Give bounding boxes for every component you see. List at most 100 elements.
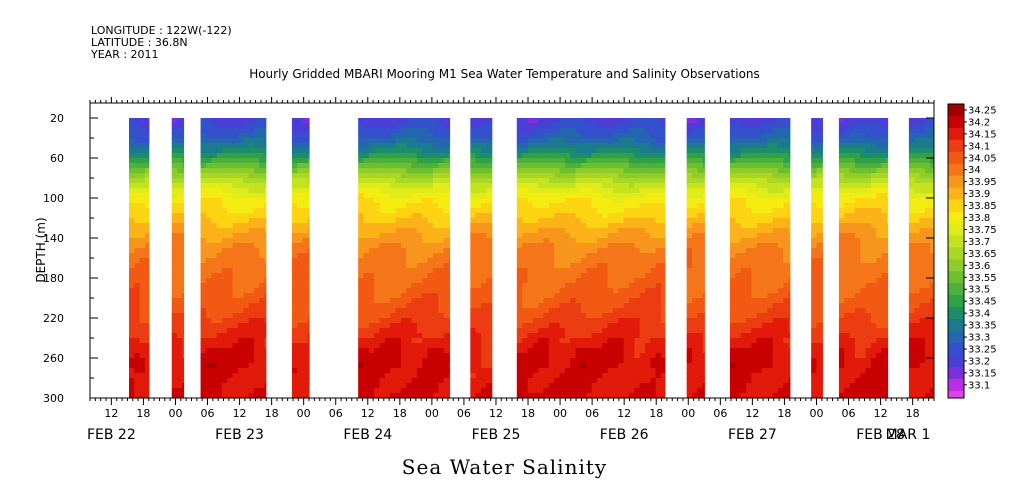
heatmap-cell [302,328,309,334]
heatmap-cell [379,248,386,254]
heatmap-cell [772,188,779,194]
heatmap-cell [475,313,482,319]
heatmap-cell [205,253,212,259]
heatmap-cell [232,163,239,169]
heatmap-cell [379,298,386,304]
heatmap-cell [570,383,577,389]
heatmap-cell [406,343,413,349]
heatmap-cell [554,278,561,284]
heatmap-cell [570,128,577,134]
heatmap-cell [253,383,260,389]
heatmap-cell [591,148,598,154]
heatmap-cell [650,163,657,169]
heatmap-cell [307,138,310,144]
heatmap-cell [623,288,630,294]
heatmap-cell [422,158,429,164]
heatmap-cell [481,363,487,369]
heatmap-cell [145,218,150,224]
heatmap-cell [516,228,523,234]
heatmap-cell [580,283,587,289]
heatmap-cell [237,388,244,394]
heatmap-cell [259,388,266,394]
heatmap-cell [697,268,704,274]
heatmap-cell [686,183,693,189]
heatmap-cell [751,283,758,289]
heatmap-cell [395,123,402,129]
heatmap-cell [171,253,178,259]
heatmap-cell [297,323,304,329]
heatmap-cell [259,393,266,398]
heatmap-cell [612,123,619,129]
heatmap-cell [307,268,310,274]
heatmap-cell [128,273,135,279]
heatmap-cell [548,198,555,204]
heatmap-cell [216,383,223,389]
heatmap-cell [171,378,178,384]
heatmap-cell [596,118,603,124]
heatmap-cell [384,293,391,299]
heatmap-cell [756,388,763,394]
heatmap-cell [291,328,298,334]
heatmap-cell [645,158,651,164]
heatmap-cell [443,173,450,179]
heatmap-cell [232,183,239,189]
heatmap-cell [650,353,657,359]
heatmap-cell [221,318,228,324]
heatmap-cell [171,153,178,159]
heatmap-cell [548,248,555,254]
heatmap-cell [639,378,646,384]
heatmap-cell [751,248,758,254]
heatmap-cell [432,143,439,149]
heatmap-cell [628,303,635,309]
heatmap-cell [406,298,413,304]
heatmap-cell [628,203,635,209]
heatmap-cell [200,148,207,154]
heatmap-cell [363,238,370,244]
heatmap-cell [427,148,434,154]
heatmap-cell [532,353,539,359]
heatmap-cell [756,223,763,229]
heatmap-cell [745,163,752,169]
heatmap-cell [448,358,451,364]
heatmap-cell [481,323,487,329]
heatmap-cell [253,198,260,204]
heatmap-cell [227,213,234,219]
heatmap-cell [443,218,450,224]
heatmap-cell [645,338,651,344]
heatmap-cell [788,128,791,134]
heatmap-cell [253,278,260,284]
heatmap-cell [559,343,566,349]
heatmap-cell [645,388,651,394]
heatmap-cell [516,333,523,339]
heatmap-cell [291,193,298,199]
heatmap-cell [211,118,218,124]
heatmap-cell [740,278,747,284]
heatmap-cell [145,173,150,179]
heatmap-cell [363,388,370,394]
heatmap-cell [302,308,309,314]
heatmap-cell [538,268,545,274]
heatmap-cell [548,283,555,289]
heatmap-cell [221,243,228,249]
heatmap-cell [623,323,630,329]
heatmap-cell [205,183,212,189]
heatmap-cell [379,258,386,264]
heatmap-cell [645,208,651,214]
heatmap-cell [221,218,228,224]
heatmap-cell [134,238,141,244]
heatmap-cell [481,178,487,184]
heatmap-cell [145,278,150,284]
heatmap-cell [227,238,234,244]
heatmap-cell [745,253,752,259]
heatmap-cell [745,318,752,324]
heatmap-cell [227,243,234,249]
heatmap-cell [772,308,779,314]
heatmap-cell [650,348,657,354]
heatmap-cell [200,128,207,134]
heatmap-cell [432,188,439,194]
heatmap-cell [686,148,693,154]
heatmap-cell [655,258,662,264]
heatmap-cell [554,298,561,304]
heatmap-cell [650,298,657,304]
heatmap-cell [253,343,260,349]
